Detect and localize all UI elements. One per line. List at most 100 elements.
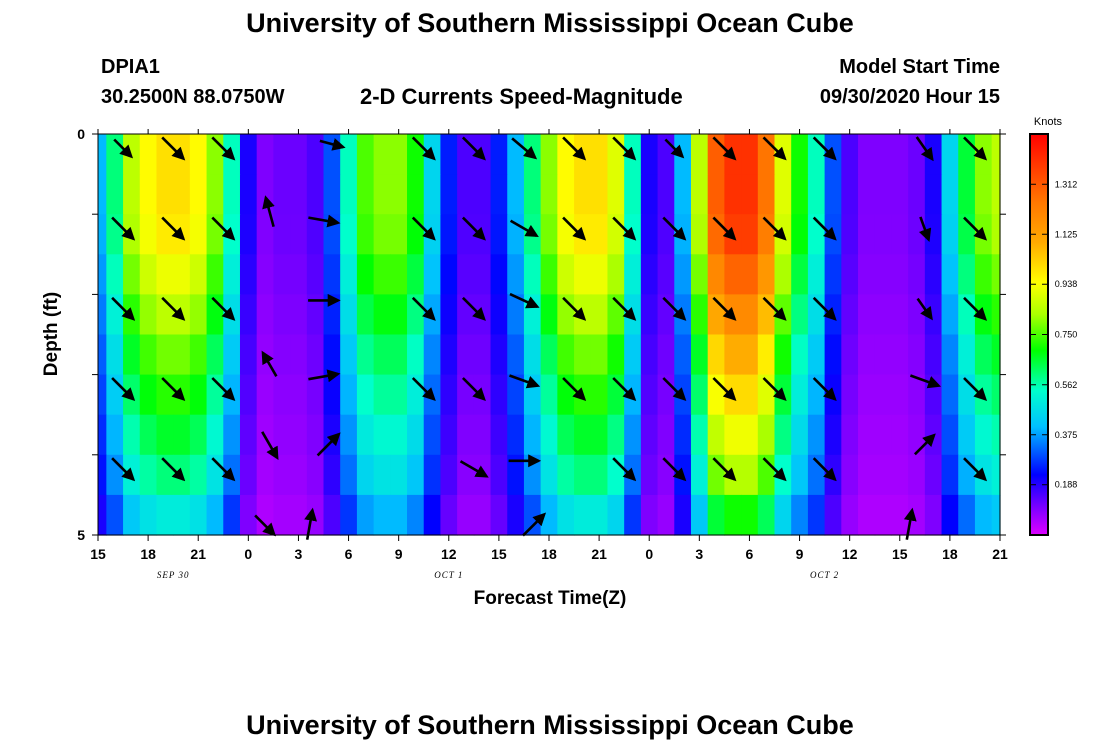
heat-cell [173,374,191,416]
heat-cell [139,414,158,456]
heat-cell [941,334,959,376]
heat-cell [373,174,391,215]
heat-cell [841,454,859,496]
heat-cell [507,494,525,536]
heat-cell [273,134,291,175]
heat-cell [223,494,241,536]
heat-cell [774,454,792,496]
heat-cell [440,254,458,295]
heat-cell [290,374,308,416]
heat-cell [189,294,208,336]
heat-cell [507,454,525,496]
current-vector-arrow [509,292,540,309]
heat-cell [991,214,1001,255]
heat-cell [774,214,792,255]
x-tick-label: 15 [491,546,507,562]
heat-cell [98,294,107,336]
heat-cell [490,134,508,175]
current-vector-arrow [963,216,988,241]
current-vector-arrow [411,377,436,402]
current-vector-arrow [812,377,837,402]
heat-cell [473,374,492,416]
heat-cell [540,174,558,215]
heat-cell [941,374,959,416]
heat-cell [624,254,642,295]
heat-cell [774,414,792,456]
x-tick-label: 6 [345,546,353,562]
heat-cell [924,454,943,496]
heat-cell [273,494,291,536]
heat-cell [958,174,976,215]
heat-cell [774,174,792,215]
current-vector-arrow [308,369,341,383]
current-vector-arrow [612,296,637,321]
heat-cell [724,294,742,336]
heat-cell [106,174,124,215]
heat-cell [674,414,692,456]
heat-cell [290,174,308,215]
heat-cell [340,134,358,175]
current-vector-arrow [662,216,687,241]
current-vector-arrow [161,296,186,321]
heat-cell [590,254,609,295]
x-tick-label: 21 [591,546,607,562]
heat-cell [139,214,158,255]
heat-cell [724,334,742,376]
heat-cell [98,214,107,255]
heat-cell [323,454,341,496]
heat-cell [356,214,375,255]
colorbar-tick-label: 1.125 [1055,229,1078,239]
heat-cell [423,334,442,376]
heat-cell [239,454,258,496]
heat-cell [323,134,341,175]
heat-cell [457,454,475,496]
heat-cell [590,134,609,175]
heat-cell [340,174,358,215]
heat-cell [373,374,391,416]
heat-cell [123,494,141,536]
heat-cell [757,334,776,376]
current-vector-arrow [509,219,539,237]
heat-cell [690,374,709,416]
heat-cell [974,334,993,376]
heat-cell [290,454,308,496]
x-tick-label: 18 [942,546,958,562]
heat-cell [757,174,776,215]
current-vector-arrow [664,138,685,159]
heat-cell [974,294,993,336]
heat-cell [239,334,258,376]
y-axis: 05 [77,126,1006,543]
heat-cell [624,174,642,215]
heat-cell [373,294,391,336]
heat-cell [390,494,408,536]
heatmap-cells [98,134,1001,536]
heat-cell [206,174,224,215]
heat-cell [774,334,792,376]
heat-cell [741,134,759,175]
current-vectors [111,136,988,540]
heat-cell [941,174,959,215]
current-vector-arrow [612,457,637,482]
current-vector-arrow [111,457,136,482]
heat-cell [858,294,876,336]
colorbar-tick-label: 0.375 [1055,430,1078,440]
heat-cell [574,374,592,416]
heat-cell [173,254,191,295]
heat-cell [824,374,842,416]
heat-cell [858,254,876,295]
heat-cell [690,254,709,295]
heat-cell [958,494,976,536]
heat-cell [256,254,274,295]
heat-cell [640,134,659,175]
heat-cell [741,414,759,456]
heat-cell [173,174,191,215]
heat-cell [841,374,859,416]
heat-cell [423,494,442,536]
heat-cell [908,414,926,456]
heat-cell [306,174,325,215]
heat-cell [373,334,391,376]
heat-cell [290,494,308,536]
heat-cell [206,334,224,376]
heat-cell [206,414,224,456]
heat-cell [473,494,492,536]
